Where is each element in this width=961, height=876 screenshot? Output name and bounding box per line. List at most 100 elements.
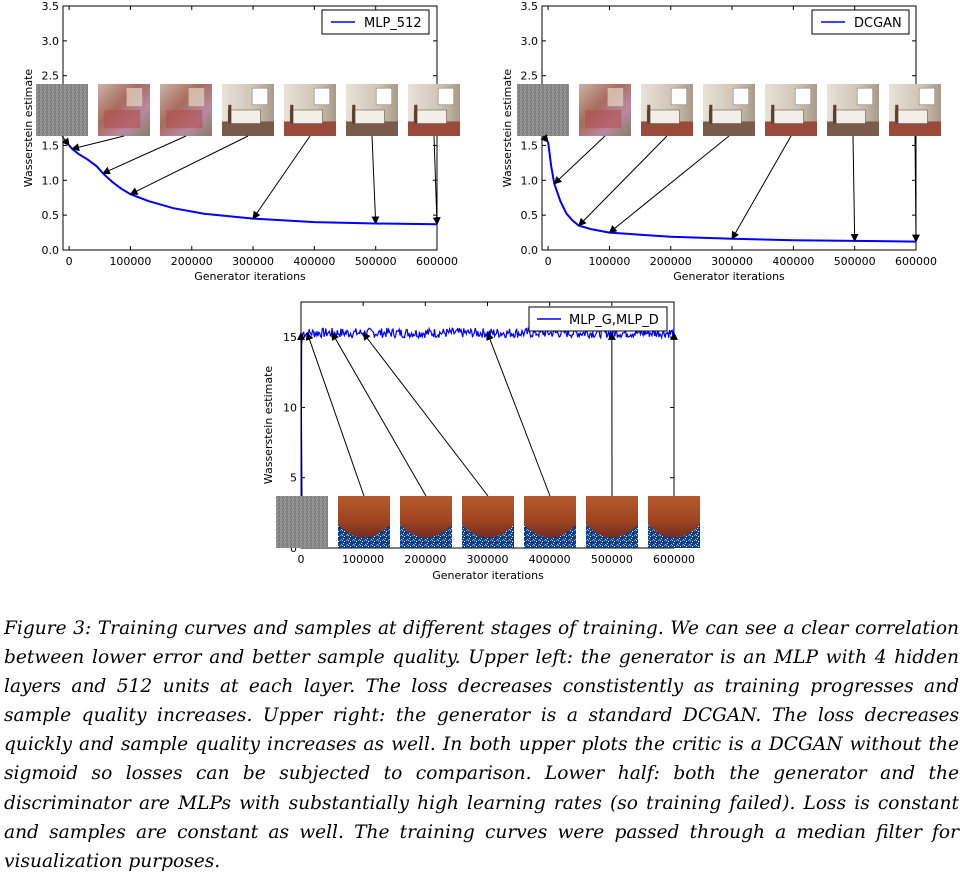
y-tick-label: 1.0: [521, 174, 539, 187]
sample-arrows: [62, 136, 437, 224]
y-tick-label: 3.0: [42, 35, 60, 48]
x-tick-label: 400000: [529, 553, 571, 566]
y-tick-label: 3.5: [42, 0, 60, 13]
sample-thumbnails: [276, 496, 700, 548]
sample-image: [276, 496, 328, 548]
legend-label: DCGAN: [854, 16, 902, 31]
y-tick-label: 5: [290, 472, 297, 485]
x-tick-label: 0: [298, 553, 305, 566]
y-tick-label: 0.5: [521, 209, 539, 222]
y-tick-label: 0.0: [521, 244, 539, 257]
y-tick-label: 3.5: [521, 0, 539, 13]
x-tick-label: 300000: [467, 553, 509, 566]
y-tick-label: 0.5: [42, 209, 60, 222]
sample-image: [222, 84, 274, 136]
sample-image: [346, 84, 398, 136]
chart-upper-right: 0.00.51.01.52.02.53.03.5 010000020000030…: [501, 0, 941, 283]
sample-arrow: [363, 333, 488, 496]
plot-area: 0.00.51.01.52.02.53.03.5 010000020000030…: [36, 0, 460, 268]
sample-image: [517, 84, 569, 136]
y-tick-label: 10: [283, 401, 297, 414]
y-axis-label: Wasserstein estimate: [501, 69, 514, 188]
sample-arrow: [579, 136, 667, 226]
x-tick-label: 200000: [171, 255, 213, 268]
series-line: [69, 145, 437, 224]
sample-arrow: [853, 136, 855, 241]
y-tick-label: 1.5: [521, 139, 539, 152]
sample-arrow: [609, 136, 729, 233]
y-tick-label: 15: [283, 331, 297, 344]
sample-arrow: [72, 136, 124, 149]
x-ticks: 0 100000 200000 300000 400000 500000 600000: [66, 6, 458, 268]
legend: MLP_G,MLP_D: [529, 307, 667, 331]
x-axis-label: Generator iterations: [432, 569, 544, 582]
sample-arrow: [307, 333, 364, 496]
x-tick-label: 600000: [653, 553, 695, 566]
x-tick-label: 500000: [834, 255, 876, 268]
y-tick-label: 2.5: [521, 70, 539, 83]
y-tick-label: 1.0: [42, 174, 60, 187]
sample-arrow: [332, 333, 426, 496]
sample-arrow: [732, 136, 791, 239]
x-tick-label: 100000: [109, 255, 151, 268]
sample-image: [400, 496, 452, 548]
y-tick-label: 1.5: [42, 139, 60, 152]
sample-image: [579, 84, 631, 136]
sample-arrow: [488, 333, 551, 496]
sample-image: [408, 84, 460, 136]
legend: MLP_512: [322, 10, 429, 34]
x-tick-label: 0: [66, 255, 73, 268]
y-tick-label: 2.5: [42, 70, 60, 83]
sample-image: [641, 84, 693, 136]
sample-image: [462, 496, 514, 548]
legend-label: MLP_512: [364, 16, 422, 31]
figure-caption: Figure 3: Training curves and samples at…: [4, 614, 959, 876]
series-line: [548, 142, 916, 242]
sample-arrows: [301, 333, 674, 496]
x-tick-label: 500000: [355, 255, 397, 268]
x-tick-label: 400000: [772, 255, 814, 268]
x-tick-label: 400000: [293, 255, 335, 268]
x-tick-label: 600000: [416, 255, 458, 268]
x-tick-label: 500000: [591, 553, 633, 566]
x-axis-label: Generator iterations: [194, 270, 306, 283]
sample-image: [160, 84, 212, 136]
sample-image: [648, 496, 700, 548]
sample-image: [284, 84, 336, 136]
sample-image: [703, 84, 755, 136]
sample-image: [338, 496, 390, 548]
chart-upper-left: 0.00.51.01.52.02.53.03.5 010000020000030…: [22, 0, 460, 283]
x-tick-label: 600000: [895, 255, 937, 268]
sample-arrows: [543, 136, 916, 242]
sample-arrow: [554, 136, 605, 184]
sample-image: [586, 496, 638, 548]
x-tick-label: 300000: [711, 255, 753, 268]
sample-arrow: [103, 136, 186, 173]
x-tick-label: 100000: [588, 255, 630, 268]
x-tick-label: 100000: [342, 553, 384, 566]
sample-image: [765, 84, 817, 136]
figure-canvas: 0.00.51.01.52.02.53.03.5 010000020000030…: [0, 0, 961, 600]
sample-arrow: [372, 136, 376, 224]
x-tick-label: 0: [545, 255, 552, 268]
sample-thumbnails: [517, 84, 941, 136]
x-axis-label: Generator iterations: [673, 270, 785, 283]
legend: DCGAN: [812, 10, 909, 34]
x-tick-label: 300000: [232, 255, 274, 268]
sample-arrow: [130, 136, 248, 194]
sample-arrow: [253, 136, 310, 219]
sample-image: [524, 496, 576, 548]
sample-arrow: [543, 136, 548, 142]
y-tick-label: 3.0: [521, 35, 539, 48]
y-axis-label: Wasserstein estimate: [262, 366, 275, 485]
sample-thumbnails: [36, 84, 460, 136]
x-tick-label: 200000: [650, 255, 692, 268]
legend-label: MLP_G,MLP_D: [569, 313, 659, 328]
plot-area: 0.00.51.01.52.02.53.03.5 010000020000030…: [517, 0, 941, 268]
sample-image: [827, 84, 879, 136]
y-axis-label: Wasserstein estimate: [22, 69, 35, 188]
sample-image: [36, 84, 88, 136]
x-tick-label: 200000: [404, 553, 446, 566]
